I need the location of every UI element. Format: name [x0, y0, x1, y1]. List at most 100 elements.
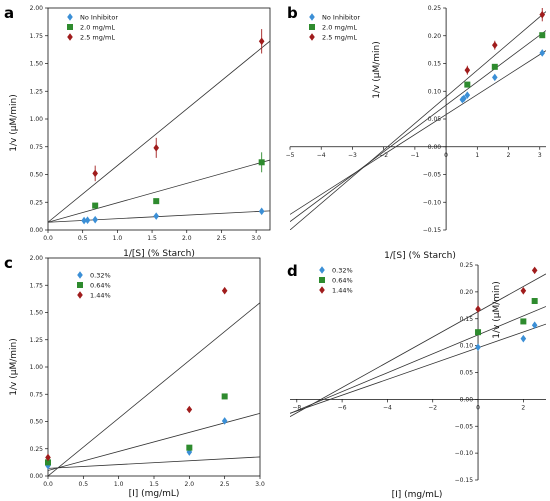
x-tick-label: 0 — [476, 404, 480, 411]
data-point — [45, 461, 51, 470]
y-tick-label: 2.00 — [30, 5, 44, 12]
fit-line-2 — [290, 30, 546, 222]
data-point — [520, 334, 527, 343]
legend-marker — [77, 271, 83, 279]
x-axis-label: [I] (mg/mL) — [392, 490, 443, 500]
y-tick-label: 0.00 — [428, 144, 442, 151]
y-axis-label: 1/v (µM/min) — [492, 281, 502, 338]
data-point — [221, 286, 228, 295]
legend-label: 0.32% — [90, 272, 111, 280]
y-tick-label: 0.25 — [460, 262, 474, 269]
y-axis-label: 1/v (µM/min) — [372, 41, 382, 98]
y-tick-label: 0.25 — [30, 199, 44, 206]
data-point — [45, 459, 51, 466]
x-tick-label: 2 — [521, 404, 525, 411]
legend-marker — [77, 291, 83, 299]
data-point — [531, 266, 538, 275]
x-tick-label: 1 — [475, 152, 479, 159]
data-point — [531, 298, 538, 305]
legend-marker — [67, 13, 73, 21]
y-tick-label: −0.05 — [455, 423, 474, 430]
y-tick-label: 0.75 — [30, 391, 44, 398]
y-tick-label: 0.10 — [460, 343, 474, 350]
data-point — [84, 216, 91, 225]
x-tick-label: −2 — [379, 152, 388, 159]
legend-marker — [77, 282, 83, 288]
data-point — [520, 287, 527, 295]
data-point — [258, 159, 265, 166]
x-axis-label: 1/[S] (% Starch) — [123, 249, 195, 259]
fit-line-2 — [290, 306, 546, 414]
y-tick-label: −0.15 — [455, 477, 474, 484]
legend-marker — [67, 33, 73, 41]
y-tick-label: 0.00 — [30, 227, 44, 234]
x-tick-label: 2.5 — [220, 481, 230, 488]
data-point — [221, 417, 228, 425]
y-tick-label: 1.75 — [30, 33, 44, 40]
legend-label: 2.0 mg/mL — [322, 24, 357, 32]
data-point — [464, 81, 471, 88]
x-axis-label: [I] (mg/mL) — [129, 489, 180, 499]
x-tick-label: −5 — [286, 152, 295, 159]
fit-line-3 — [48, 302, 260, 476]
chart-panel-c: 0.0 0.5 1.0 1.5 2.0 2.5 3.0 0.00 0.25 0.50 0.75 1.0… — [4, 254, 265, 499]
legend-marker — [309, 33, 315, 41]
legend-label: 1.44% — [90, 292, 111, 300]
legend-label: 0.64% — [332, 277, 353, 285]
data-point — [153, 144, 160, 152]
fit-line-3 — [48, 40, 270, 223]
x-tick-label: −4 — [383, 404, 392, 411]
panel-label: a — [4, 4, 14, 22]
panel-label: d — [287, 262, 298, 280]
fit-line-1 — [290, 323, 546, 414]
x-tick-label: −8 — [292, 404, 301, 411]
data-point — [258, 207, 265, 216]
y-tick-label: 0.15 — [460, 316, 474, 323]
x-tick-label: 0.5 — [79, 481, 89, 488]
x-axis-label: 1/[S] (% Starch) — [384, 251, 456, 261]
y-tick-label: 1.25 — [30, 337, 44, 344]
legend-label: No Inhibitor — [322, 14, 360, 22]
data-point — [92, 202, 99, 209]
x-tick-label: 1.5 — [147, 235, 157, 242]
data-point — [221, 393, 228, 400]
x-tick-label: −1 — [410, 152, 419, 159]
fit-line-3 — [290, 11, 546, 230]
chart-panel-b: −5 −4 −3 −2 −1 0 1 2 3 −0.15 −0.10 −0.05 0.00 0.05 0.1… — [286, 4, 546, 261]
y-tick-label: 1.25 — [30, 88, 44, 95]
x-tick-label: −2 — [428, 404, 437, 411]
y-tick-label: 0.25 — [428, 5, 442, 12]
legend-label: 2.0 mg/mL — [80, 24, 115, 32]
y-tick-label: 0.05 — [460, 370, 474, 377]
data-point — [92, 215, 98, 224]
x-tick-label: −3 — [348, 152, 357, 159]
x-tick-label: 0.5 — [78, 235, 88, 242]
x-tick-label: 2 — [507, 152, 511, 159]
legend-label: 1.44% — [332, 287, 353, 295]
x-tick-label: 3.0 — [255, 481, 265, 488]
legend-marker — [67, 24, 73, 30]
data-point — [475, 343, 481, 352]
data-point — [520, 318, 527, 325]
y-tick-label: 1.50 — [30, 61, 44, 68]
fit-line-1 — [290, 50, 546, 215]
x-tick-label: 0.0 — [43, 481, 53, 488]
x-tick-label: −6 — [338, 404, 347, 411]
data-point — [464, 91, 471, 99]
y-tick-label: 0.15 — [428, 61, 442, 68]
legend-label: 0.32% — [332, 267, 353, 275]
y-tick-label: 0.00 — [460, 396, 474, 403]
fit-line-3 — [290, 273, 546, 417]
data-point — [464, 66, 471, 74]
y-tick-label: 1.00 — [30, 116, 44, 123]
data-point — [531, 321, 538, 329]
legend-marker — [319, 266, 325, 274]
y-tick-label: 0.20 — [460, 289, 474, 296]
y-tick-label: 0.10 — [428, 88, 442, 95]
data-point — [539, 10, 546, 19]
y-tick-label: −0.10 — [455, 450, 474, 457]
y-tick-label: 1.75 — [30, 282, 44, 289]
data-point — [186, 444, 193, 451]
y-tick-label: 0.20 — [428, 33, 442, 40]
